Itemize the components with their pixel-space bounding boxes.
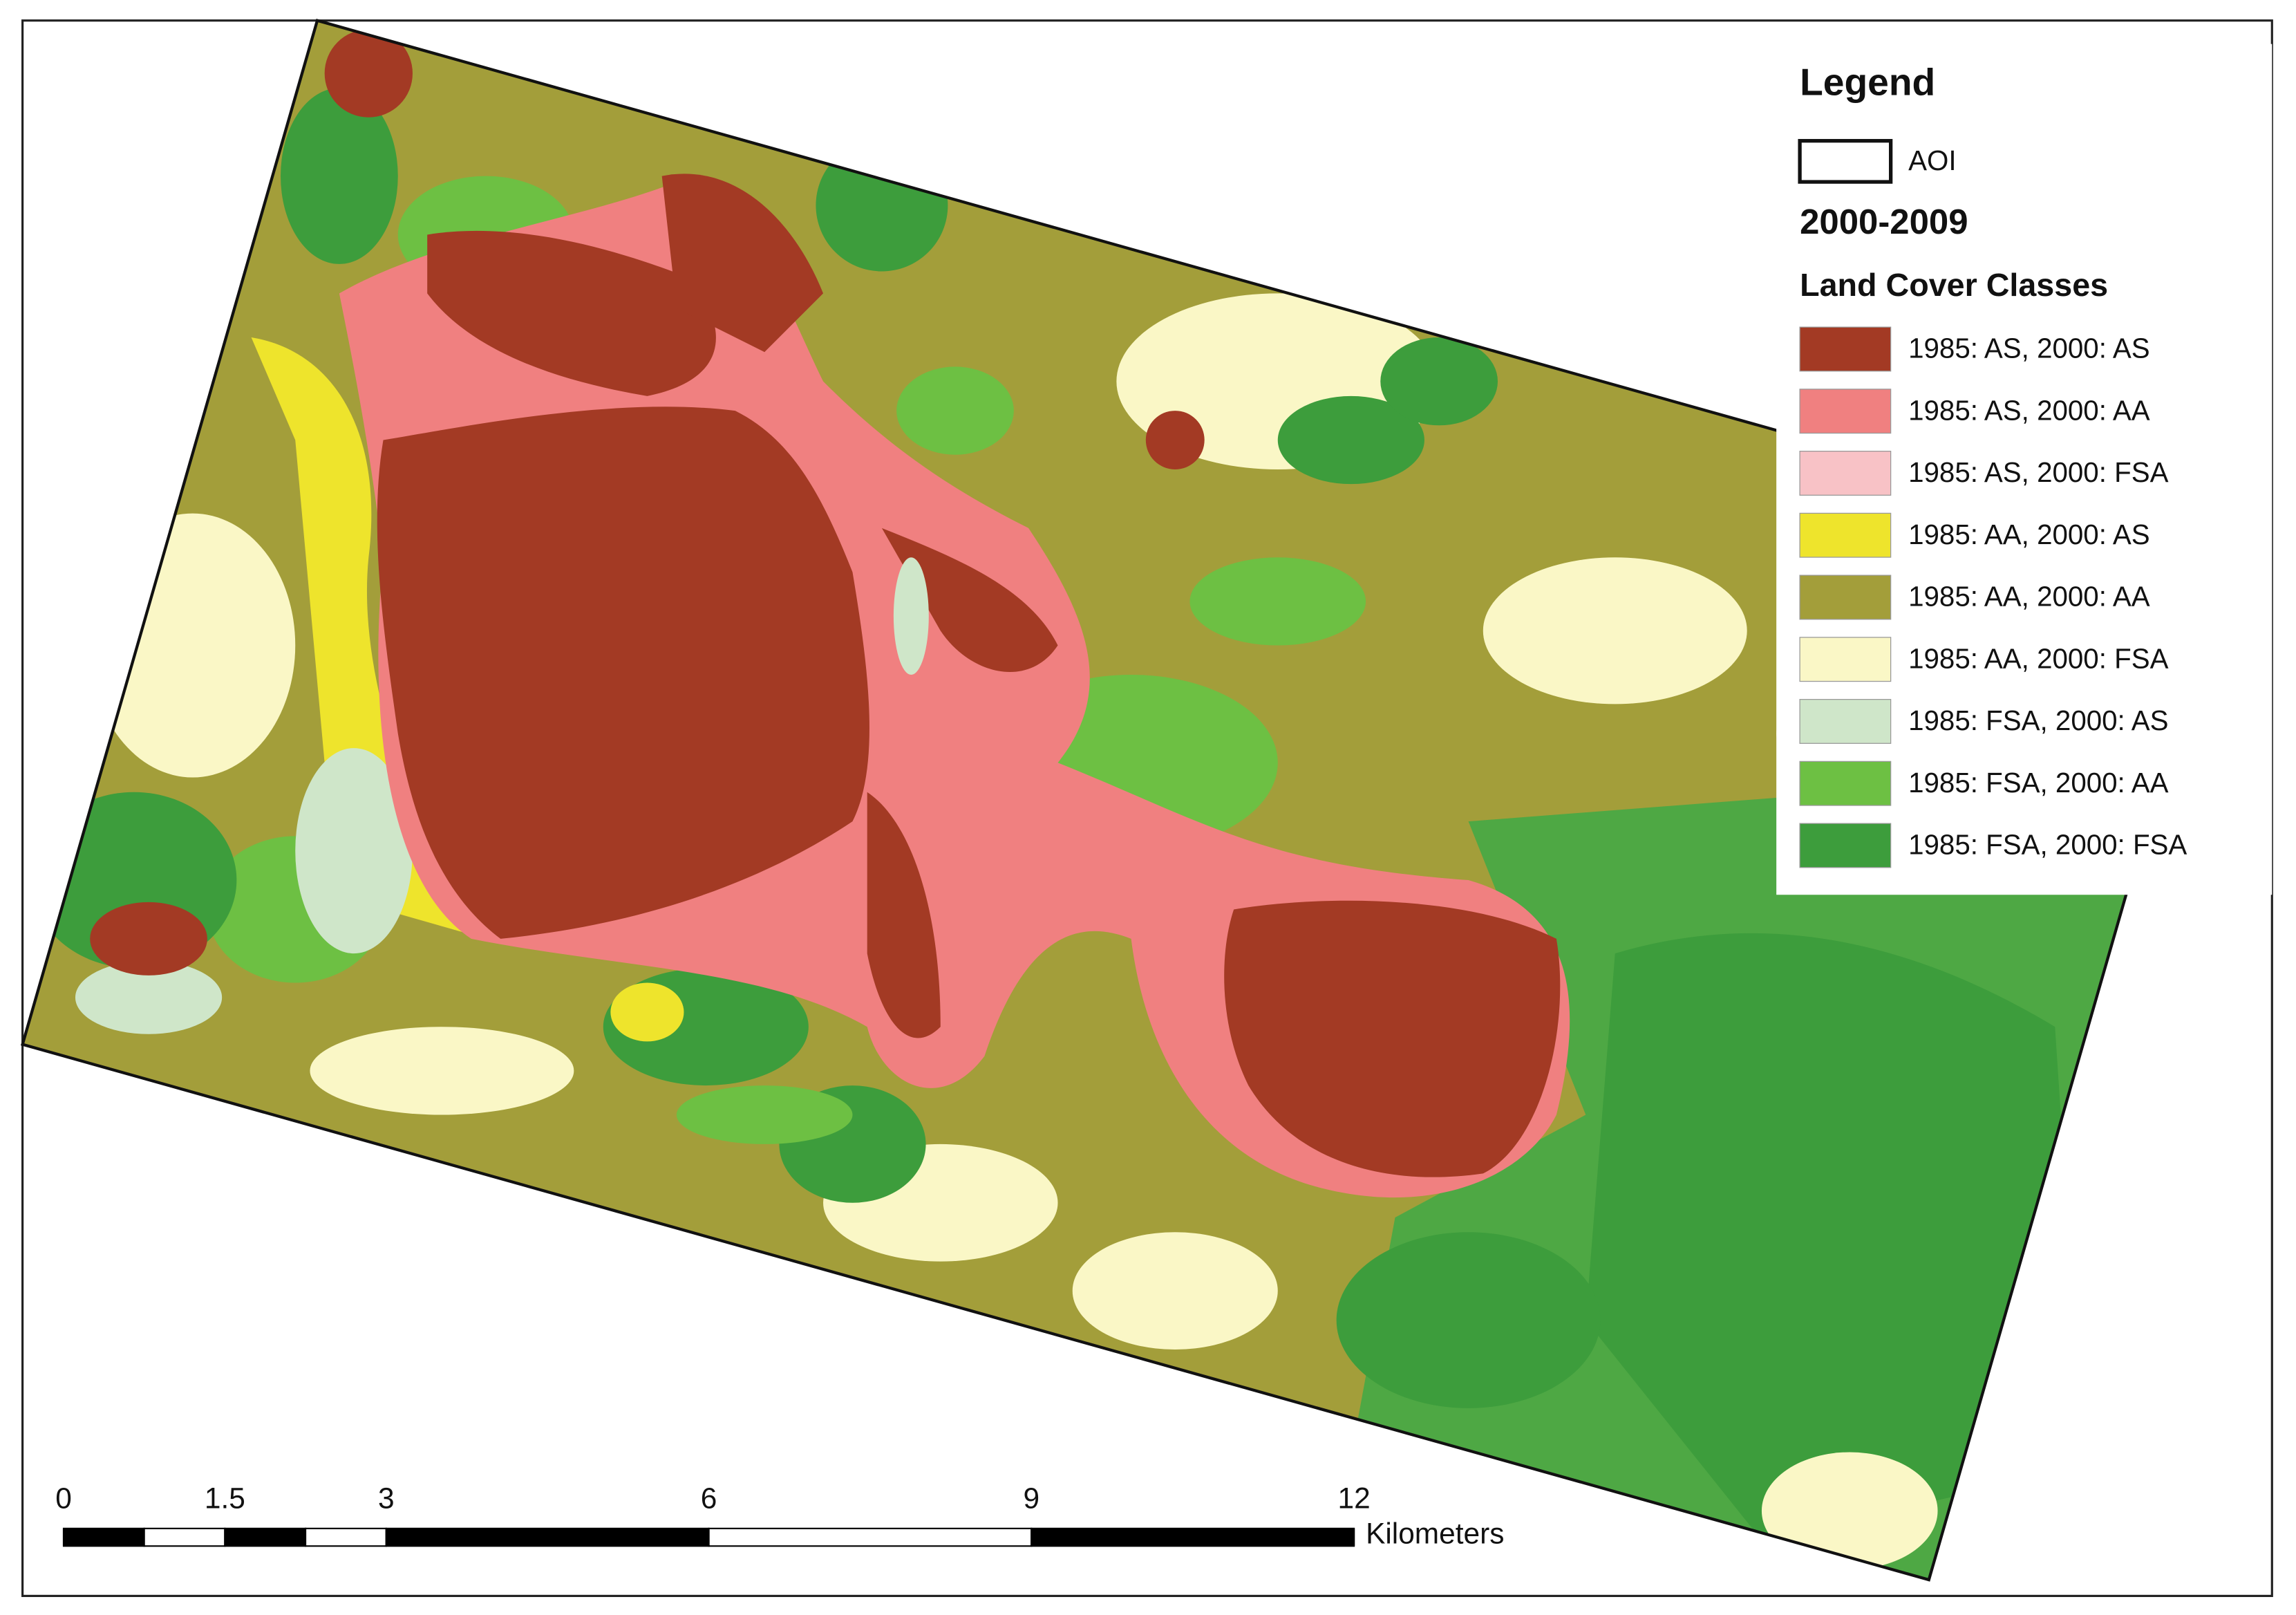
class-label: 1985: FSA, 2000: AS (1908, 705, 2168, 736)
class-label: 1985: AS, 2000: AA (1908, 395, 2150, 426)
scale-tick-label: 9 (1024, 1482, 1040, 1515)
class-swatch (1799, 512, 1892, 558)
class-label: 1985: AA, 2000: AA (1908, 581, 2150, 613)
classes-title: Land Cover Classes (1800, 267, 2108, 303)
class-swatch (1799, 760, 1892, 806)
aoi-outline (20, 19, 2226, 1582)
legend: Legend AOI 2000-2009 Land Cover Classes … (1776, 44, 2273, 895)
period-title: 2000-2009 (1800, 202, 1968, 241)
scale-segment (1031, 1527, 1355, 1547)
scale-tick-label: 3 (378, 1482, 395, 1515)
class-swatch (1799, 823, 1892, 868)
class-swatch (1799, 389, 1892, 434)
class-swatch (1799, 637, 1892, 682)
scale-segment (305, 1527, 387, 1547)
scale-segment (708, 1527, 1033, 1547)
scale-segment (224, 1527, 307, 1547)
scale-segment (62, 1527, 145, 1547)
class-label: 1985: AA, 2000: AS (1908, 519, 2150, 550)
class-swatch (1799, 575, 1892, 620)
scale-segment (385, 1527, 710, 1547)
scale-segment (143, 1527, 226, 1547)
class-label: 1985: AS, 2000: AS (1908, 333, 2150, 364)
class-swatch (1799, 451, 1892, 496)
scale-unit: Kilometers (1366, 1518, 1504, 1550)
class-swatch (1799, 326, 1892, 372)
aoi-swatch (1798, 139, 1893, 184)
scale-tick-label: 6 (701, 1482, 717, 1515)
legend-title: Legend (1800, 61, 1935, 104)
class-label: 1985: AA, 2000: FSA (1908, 643, 2168, 674)
class-label: 1985: AS, 2000: FSA (1908, 457, 2168, 488)
scale-tick-label: 0 (55, 1482, 72, 1515)
class-label: 1985: FSA, 2000: AA (1908, 767, 2168, 799)
class-label: 1985: FSA, 2000: FSA (1908, 830, 2187, 861)
aoi-label: AOI (1908, 145, 1956, 176)
scale-tick-label: 12 (1338, 1482, 1371, 1515)
scale-tick-label: 1.5 (205, 1482, 245, 1515)
class-swatch (1799, 698, 1892, 744)
